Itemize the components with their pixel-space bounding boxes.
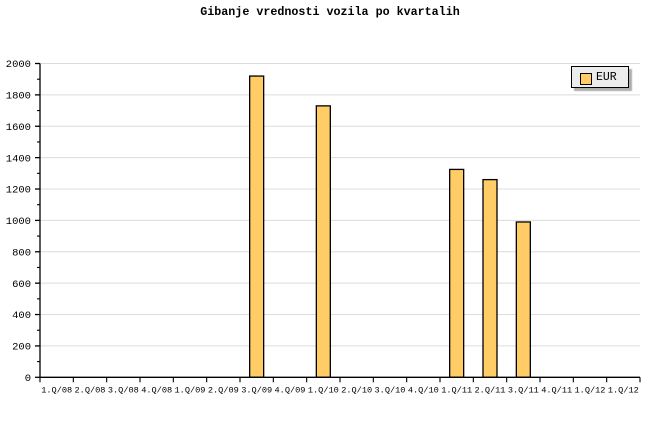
svg-text:4.Q/11: 4.Q/11 xyxy=(541,385,572,395)
svg-text:0: 0 xyxy=(25,373,31,385)
svg-text:1.Q/10: 1.Q/10 xyxy=(308,385,339,395)
svg-text:3.Q/09: 3.Q/09 xyxy=(241,385,272,395)
svg-text:800: 800 xyxy=(12,247,31,259)
svg-text:1.Q/12: 1.Q/12 xyxy=(575,385,606,395)
svg-text:4.Q/08: 4.Q/08 xyxy=(141,385,172,395)
svg-text:200: 200 xyxy=(12,342,31,354)
svg-text:600: 600 xyxy=(12,279,31,291)
svg-text:2.Q/10: 2.Q/10 xyxy=(341,385,372,395)
svg-text:2.Q/09: 2.Q/09 xyxy=(208,385,239,395)
svg-text:4.Q/09: 4.Q/09 xyxy=(275,385,306,395)
svg-text:3.Q/11: 3.Q/11 xyxy=(508,385,539,395)
svg-text:1.Q/09: 1.Q/09 xyxy=(175,385,206,395)
svg-text:1.Q/08: 1.Q/08 xyxy=(41,385,72,395)
svg-text:1000: 1000 xyxy=(6,216,31,228)
svg-text:3.Q/10: 3.Q/10 xyxy=(375,385,406,395)
svg-text:2000: 2000 xyxy=(6,59,31,71)
svg-text:1.Q/12: 1.Q/12 xyxy=(608,385,639,395)
svg-text:1800: 1800 xyxy=(6,91,31,103)
svg-text:1.Q/11: 1.Q/11 xyxy=(441,385,472,395)
svg-text:400: 400 xyxy=(12,310,31,322)
svg-text:1200: 1200 xyxy=(6,185,31,197)
svg-text:1600: 1600 xyxy=(6,122,31,134)
svg-text:2.Q/08: 2.Q/08 xyxy=(75,385,106,395)
svg-text:2.Q/11: 2.Q/11 xyxy=(475,385,506,395)
svg-text:4.Q/10: 4.Q/10 xyxy=(408,385,439,395)
svg-text:3.Q/08: 3.Q/08 xyxy=(108,385,139,395)
svg-text:1400: 1400 xyxy=(6,153,31,165)
